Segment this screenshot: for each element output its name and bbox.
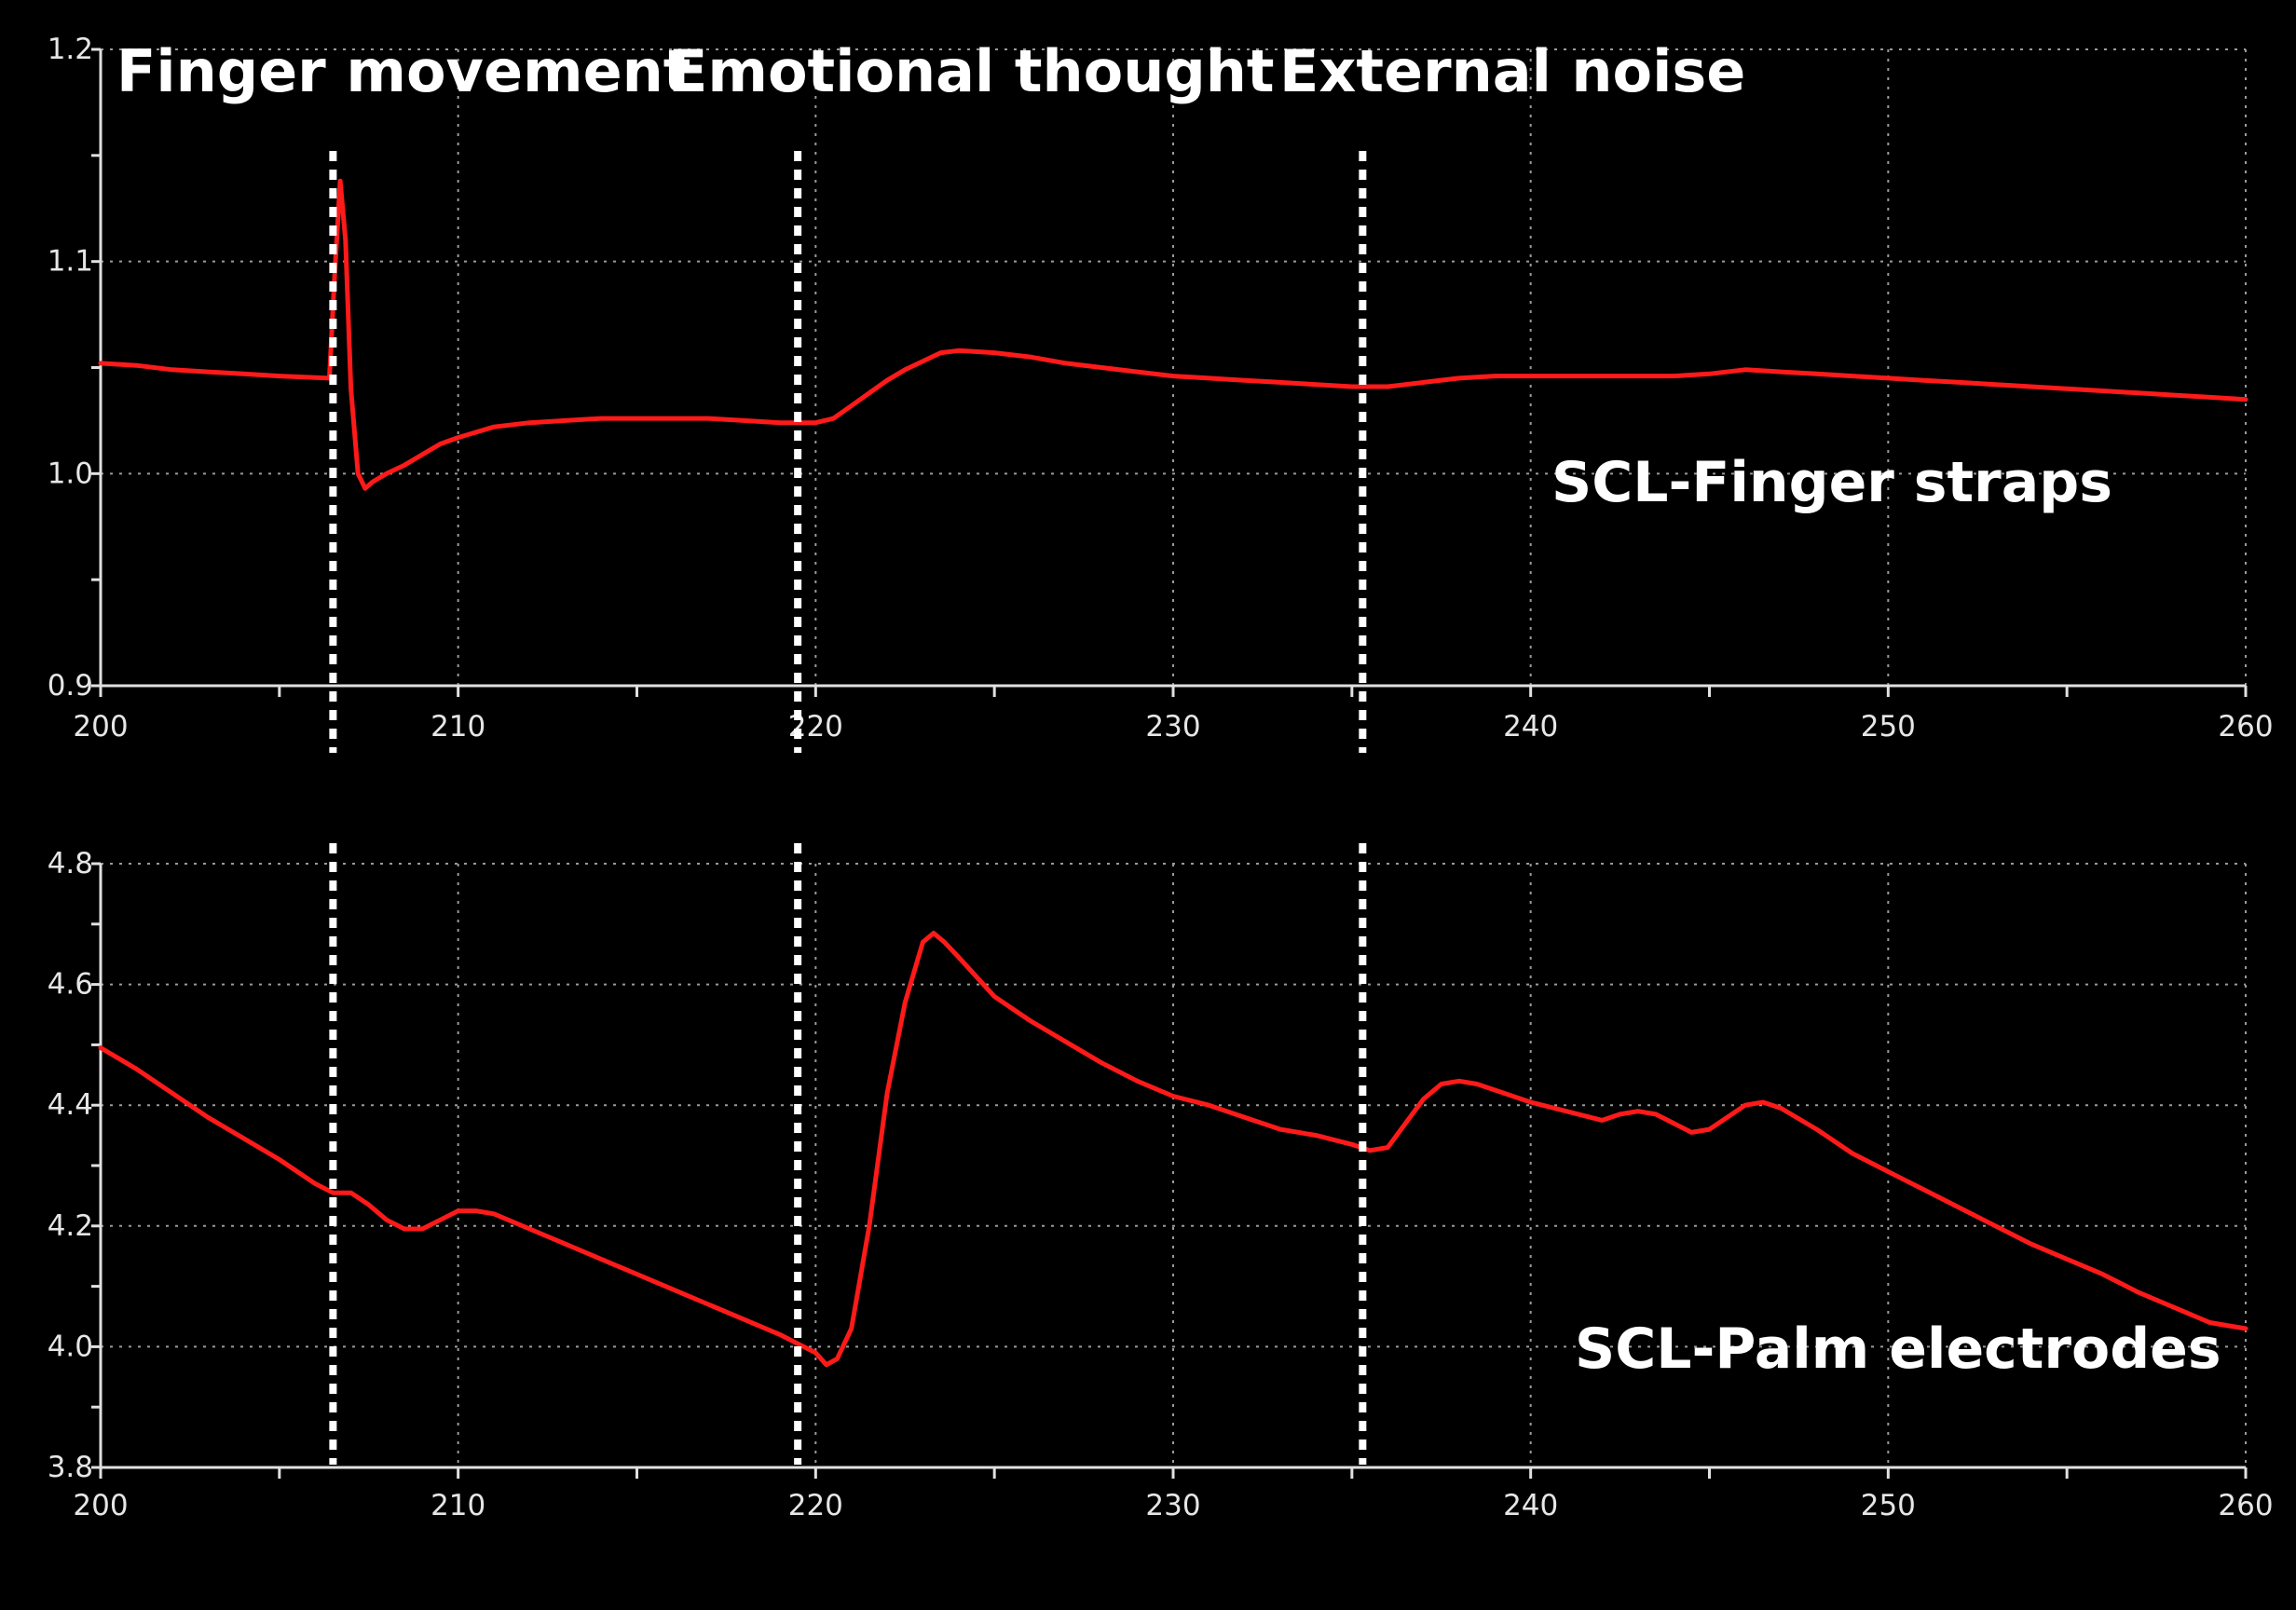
panel-1-y-tick-label-1-2: 1.2 [48,33,93,66]
event-label-external-noise: External noise [1279,37,1745,105]
event-label-emotional-thought: Emotional thought [668,37,1275,105]
panel-2-series-label: SCL-Palm electrodes [1575,1317,2221,1382]
panel-2-x-tick-label-210: 210 [430,1489,485,1522]
event-label-finger-movement: Finger movement [116,37,690,105]
axes-layer [91,48,2248,1479]
panel-1-x-tick-label-230: 230 [1145,710,1200,744]
panel-2-y-tick-label-4-0: 4.0 [48,1330,93,1363]
series-layer [98,178,2248,1368]
panel-2-y-tick-label-4-6: 4.6 [48,968,93,1002]
panel-2-y-tick-label-4-4: 4.4 [48,1088,93,1122]
panel-2-y-tick-label-4-8: 4.8 [48,847,93,880]
event-markers-layer [329,151,1367,1465]
panel-2-y-tick-label-3-8: 3.8 [48,1451,93,1484]
panel-1-series-label: SCL-Finger straps [1551,450,2112,515]
panel-1-x-tick-label-260: 260 [2218,710,2273,744]
panel-1-y-tick-label-1-0: 1.0 [48,457,93,490]
panel-2-x-tick-label-260: 260 [2218,1489,2273,1522]
panel-2-x-tick-label-250: 250 [1861,1489,1916,1522]
panel-2-y-tick-label-4-2: 4.2 [48,1209,93,1243]
text-labels-layer: SCL-Finger straps SCL-Palm electrodes Fing… [116,37,2221,1382]
tick-labels-layer: 200 210 220 230 240 250 260 0.9 1.0 1.1 1.2 200 210 2… [48,33,2274,1522]
panel-2-x-tick-label-240: 240 [1503,1489,1558,1522]
panel-1-x-tick-label-210: 210 [430,710,485,744]
panel-2-x-tick-label-220: 220 [788,1489,843,1522]
panel-2-x-tick-label-200: 200 [73,1489,128,1522]
panel-1-x-tick-label-240: 240 [1503,710,1558,744]
panel-2-series-line-scl-palm-electrodes [98,931,2248,1368]
panel-1-x-tick-label-250: 250 [1861,710,1916,744]
panel-1-y-tick-label-0-9: 0.9 [48,669,93,703]
panel-1-y-tick-label-1-1: 1.1 [48,245,93,279]
panel-2-x-tick-label-230: 230 [1145,1489,1200,1522]
panel-1-series-line-scl-finger-straps [98,178,2248,491]
grid-layer [101,48,2247,1467]
panel-1-x-tick-label-200: 200 [73,710,128,744]
